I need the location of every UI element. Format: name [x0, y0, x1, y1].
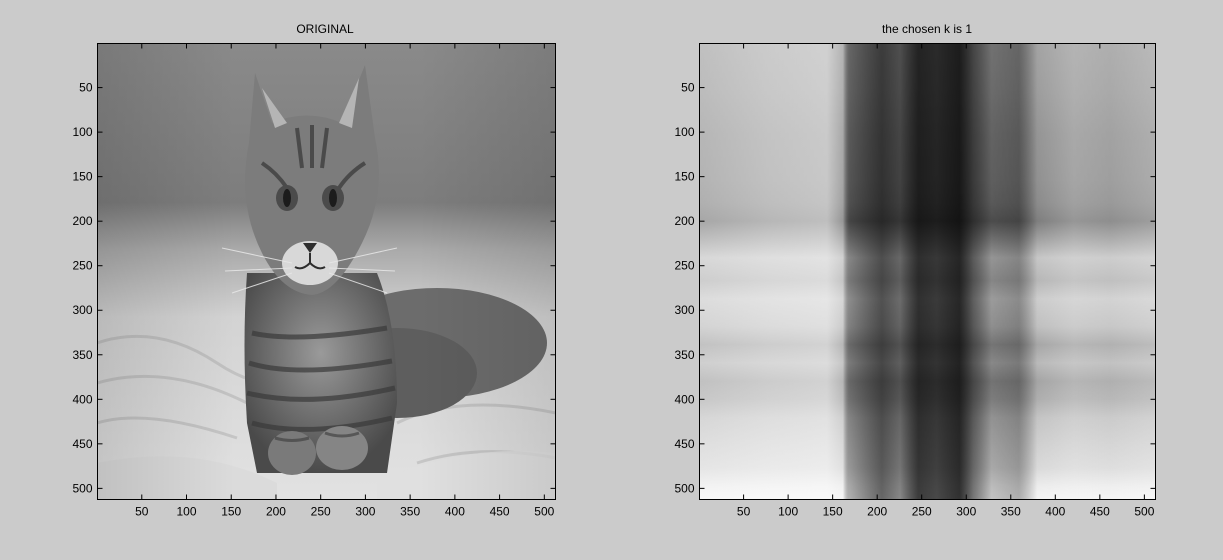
y-tick-label: 200 [72, 214, 92, 228]
x-tick-label: 400 [1045, 505, 1065, 519]
x-tick-label: 50 [135, 505, 149, 519]
x-tick-label: 300 [956, 505, 976, 519]
x-tick-label: 400 [445, 505, 465, 519]
y-tick-label: 250 [72, 259, 92, 273]
x-tick-label: 250 [912, 505, 932, 519]
original-image-axes: 50 100 150 200 250 300 350 400 450 500 50 100 150 200… [72, 22, 556, 519]
y-tick-label: 300 [72, 303, 92, 317]
y-tick-label: 150 [674, 170, 694, 184]
original-title: ORIGINAL [296, 22, 354, 36]
y-tick-label: 200 [674, 214, 694, 228]
x-tick-label: 150 [823, 505, 843, 519]
y-tick-label: 100 [674, 125, 694, 139]
x-tick-label: 150 [221, 505, 241, 519]
x-tick-label: 500 [1134, 505, 1154, 519]
y-tick-label: 500 [72, 481, 92, 495]
x-tick-label: 100 [176, 505, 196, 519]
y-tick-label: 350 [72, 348, 92, 362]
y-tick-label: 50 [681, 81, 695, 95]
y-tick-label: 450 [72, 437, 92, 451]
x-tick-label: 450 [1090, 505, 1110, 519]
x-tick-label: 200 [266, 505, 286, 519]
x-tick-label: 100 [778, 505, 798, 519]
original-image [97, 43, 556, 500]
rank1-title: the chosen k is 1 [882, 22, 972, 36]
y-tick-label: 300 [674, 303, 694, 317]
x-tick-label: 250 [311, 505, 331, 519]
x-tick-label: 500 [534, 505, 554, 519]
x-tick-label: 350 [1001, 505, 1021, 519]
rank1-approximation-image [699, 43, 1156, 500]
x-tick-label: 200 [867, 505, 887, 519]
y-tick-label: 450 [674, 437, 694, 451]
x-tick-label: 300 [355, 505, 375, 519]
y-tick-label: 150 [72, 170, 92, 184]
y-tick-label: 100 [72, 125, 92, 139]
y-tick-label: 50 [79, 81, 93, 95]
y-tick-label: 250 [674, 259, 694, 273]
y-tick-label: 400 [72, 392, 92, 406]
x-tick-label: 350 [400, 505, 420, 519]
y-tick-label: 400 [674, 392, 694, 406]
y-tick-label: 350 [674, 348, 694, 362]
x-tick-label: 450 [490, 505, 510, 519]
y-tick-label: 500 [674, 481, 694, 495]
rank1-image-axes: 50 100 150 200 250 300 350 400 450 500 50 100 150 200… [674, 22, 1156, 519]
x-tick-label: 50 [737, 505, 751, 519]
